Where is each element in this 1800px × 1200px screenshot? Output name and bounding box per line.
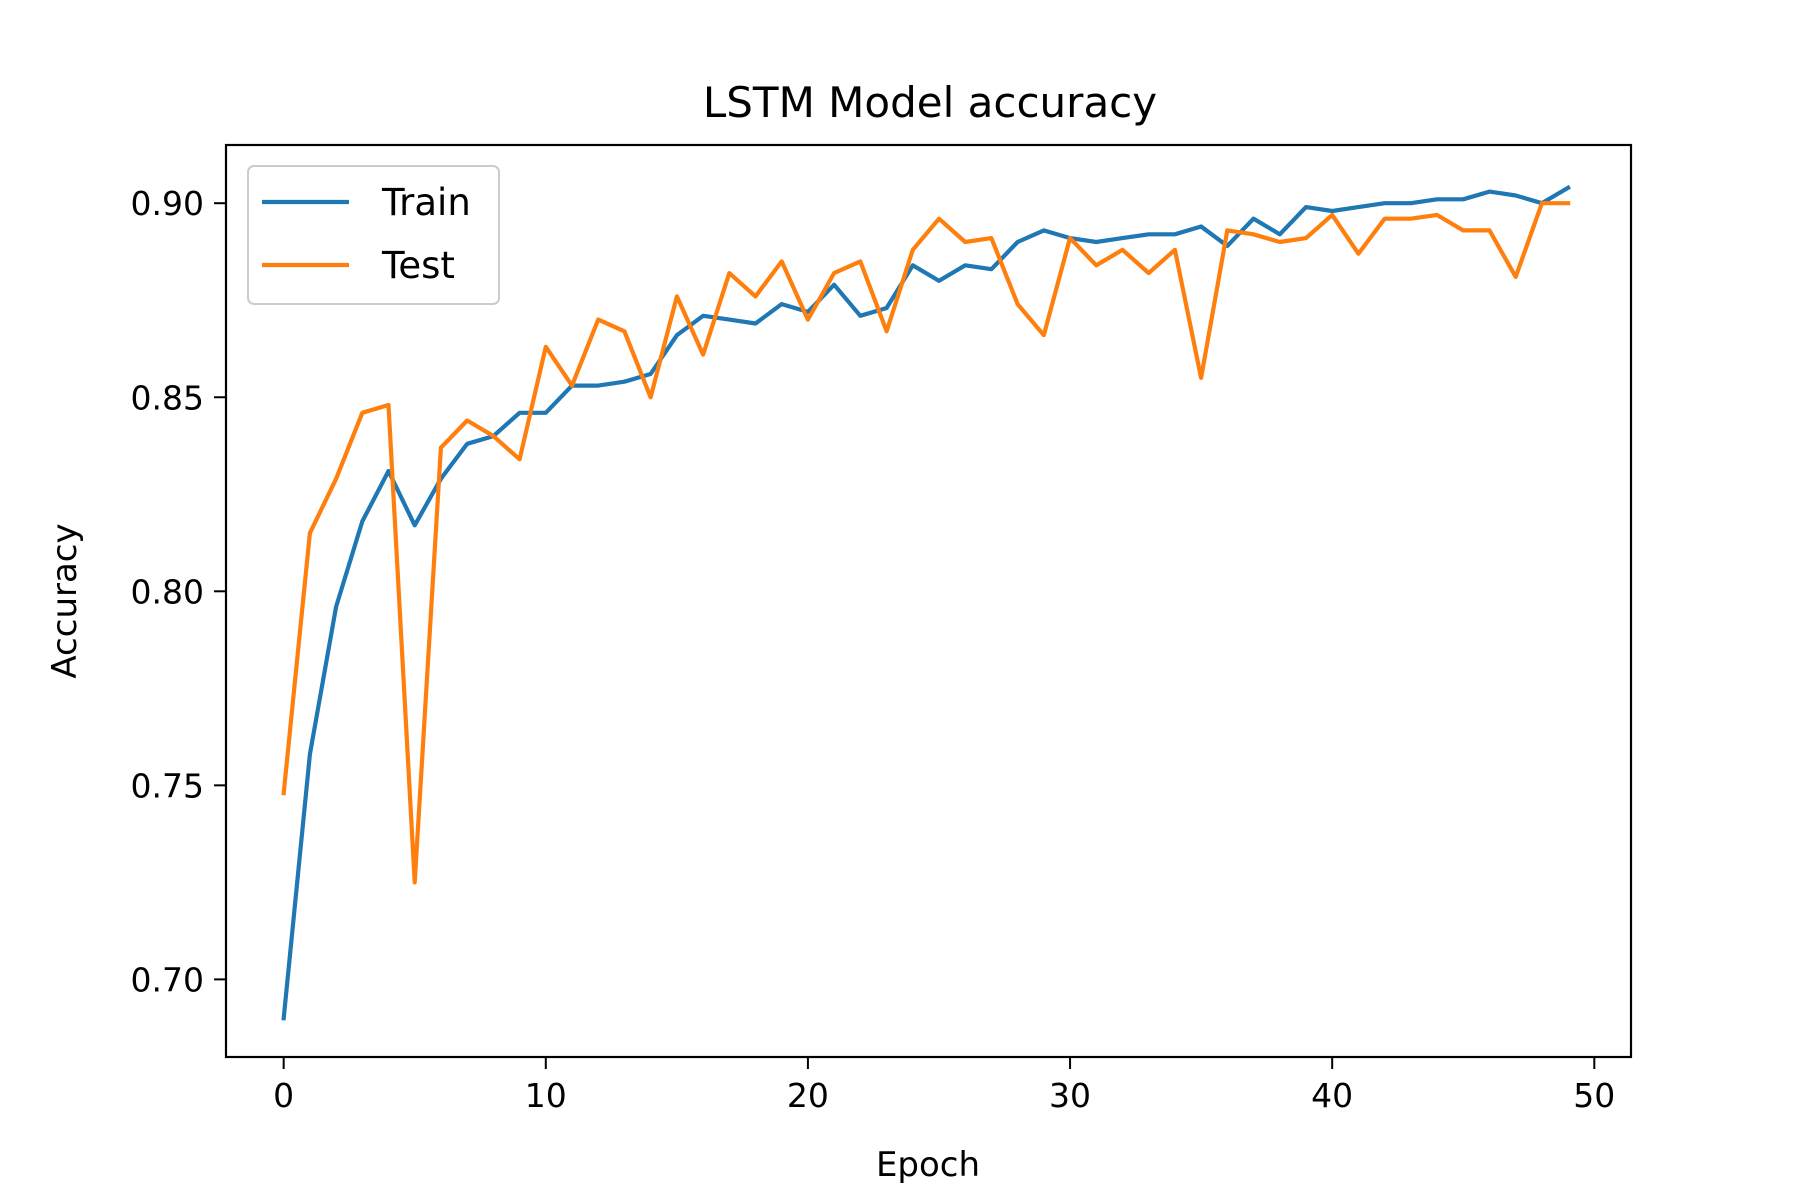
y-tick-label: 0.70 bbox=[131, 960, 204, 999]
y-tick-label: 0.75 bbox=[131, 766, 204, 805]
y-tick-label: 0.80 bbox=[131, 572, 204, 611]
plot-area bbox=[224, 143, 1633, 1059]
x-axis-label: Epoch bbox=[876, 1145, 980, 1185]
y-tick-label: 0.90 bbox=[131, 184, 204, 223]
series-line-test bbox=[281, 201, 1571, 885]
y-axis-ticks: 0.70 0.75 0.80 0.85 0.90 bbox=[131, 184, 226, 999]
x-tick-label: 40 bbox=[1311, 1076, 1353, 1115]
x-tick-label: 10 bbox=[525, 1076, 567, 1115]
x-tick-label: 0 bbox=[273, 1076, 294, 1115]
chart-title: LSTM Model accuracy bbox=[703, 78, 1157, 127]
x-tick-label: 20 bbox=[787, 1076, 829, 1115]
x-tick-label: 50 bbox=[1573, 1076, 1615, 1115]
series-line-train bbox=[281, 184, 1571, 1021]
legend-label-test: Test bbox=[381, 244, 455, 287]
x-tick-label: 30 bbox=[1049, 1076, 1091, 1115]
y-axis-label: Accuracy bbox=[45, 523, 85, 678]
y-tick-label: 0.85 bbox=[131, 378, 204, 417]
axes-frame bbox=[224, 143, 1633, 1059]
legend: Train Test bbox=[247, 165, 500, 305]
legend-label-train: Train bbox=[381, 181, 471, 224]
x-axis-ticks: 0 10 20 30 40 50 bbox=[273, 1057, 1615, 1115]
series-layer bbox=[281, 184, 1571, 1021]
